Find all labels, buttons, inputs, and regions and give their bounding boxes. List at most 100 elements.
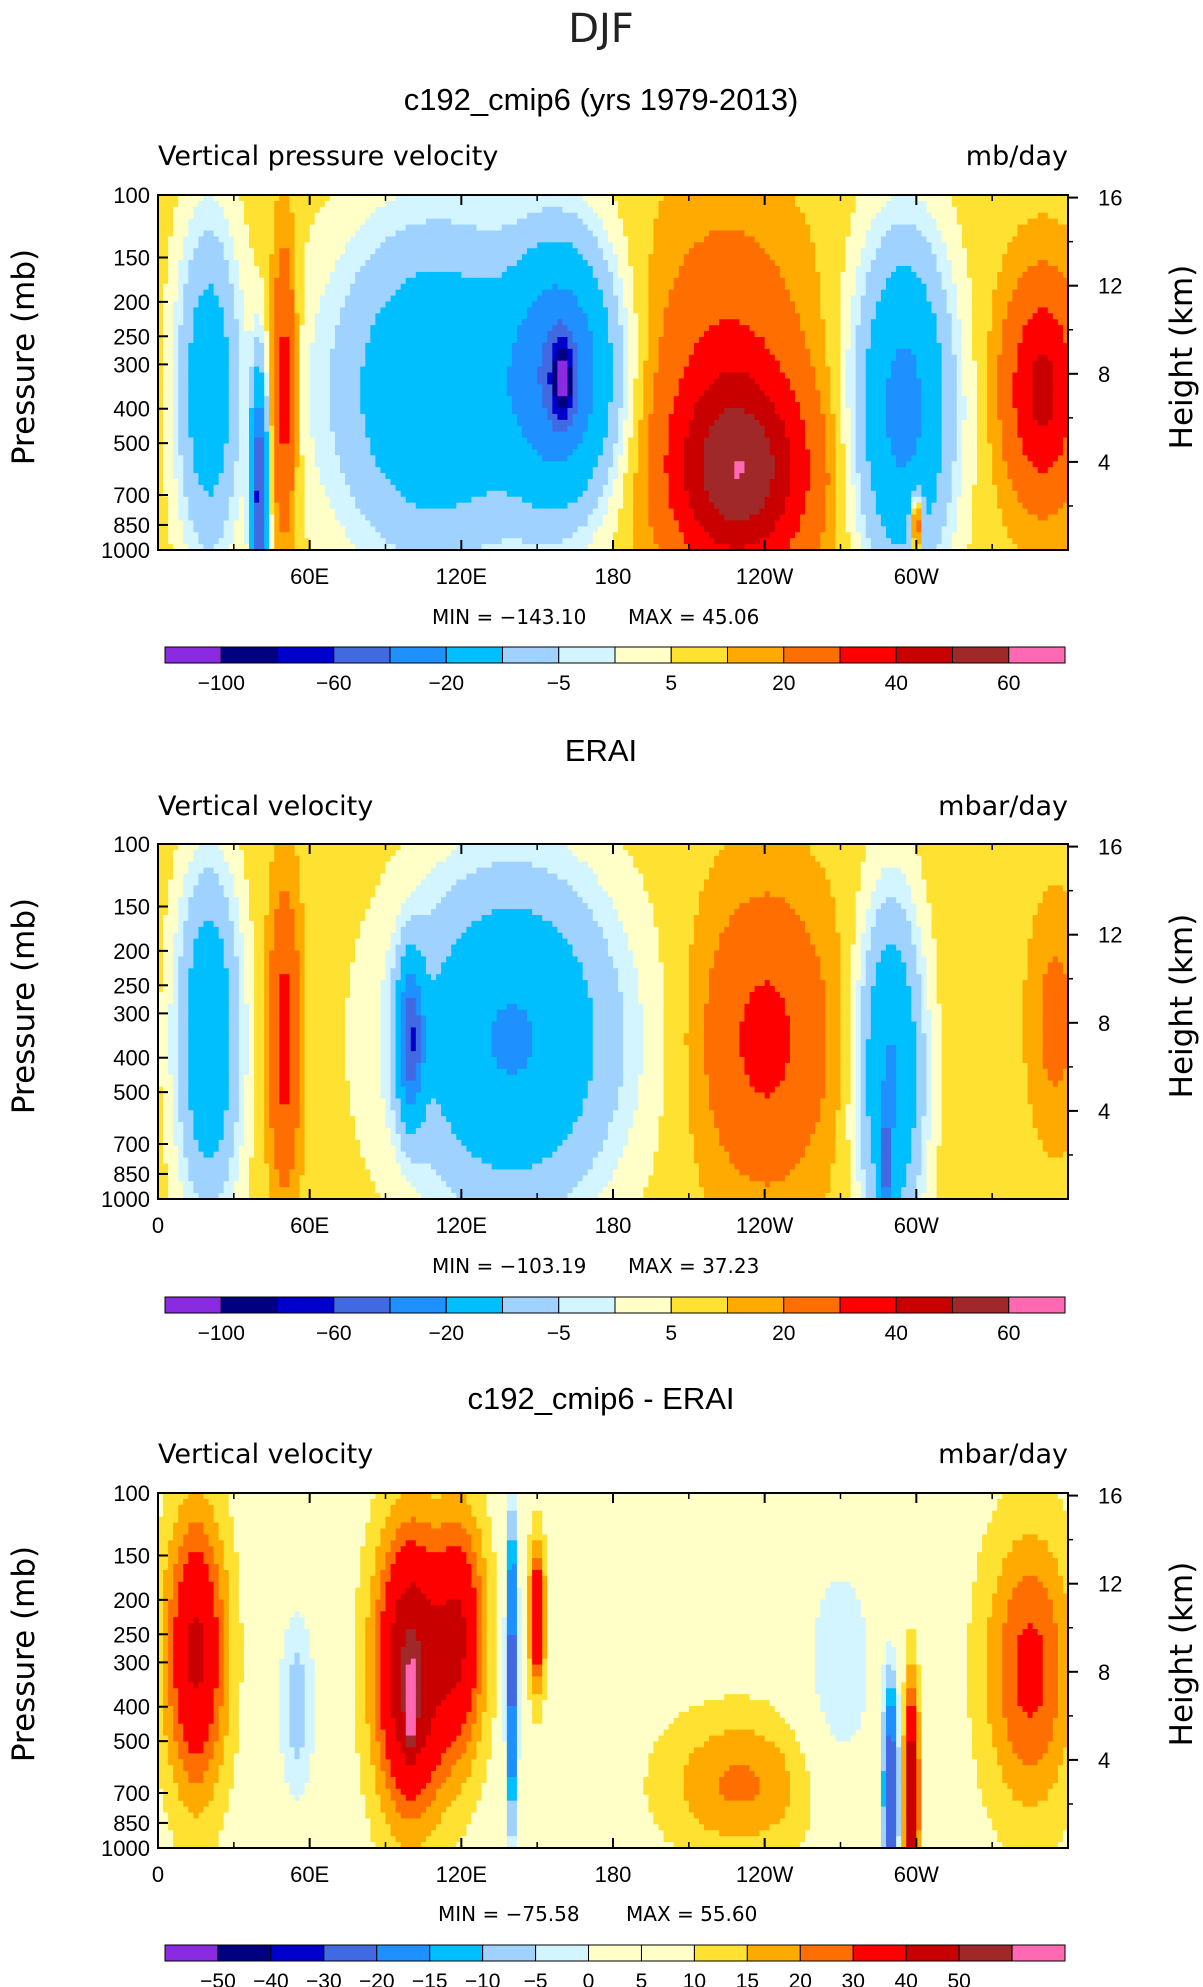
pressure-tick-label: 250	[113, 1622, 150, 1647]
colorbar-swatch	[615, 1297, 671, 1313]
colorbar-swatch	[334, 647, 390, 663]
colorbar-swatch	[747, 1945, 800, 1961]
x-tick-label: 60E	[290, 564, 329, 589]
pressure-tick-label: 150	[113, 246, 150, 271]
pressure-tick-label: 150	[113, 895, 150, 920]
x-tick-label: 180	[595, 564, 632, 589]
panel-model-units: mb/day	[966, 141, 1068, 172]
colorbar-swatch	[953, 647, 1009, 663]
panel-model-title: c192_cmip6 (yrs 1979-2013)	[404, 82, 799, 117]
colorbar-swatch	[483, 1945, 536, 1961]
x-tick-label: 60W	[894, 564, 939, 589]
colorbar-label: 20	[772, 672, 795, 695]
colorbar-label: −5	[547, 1322, 571, 1345]
colorbar-label: −50	[200, 1970, 236, 1987]
x-tick-label: 120E	[436, 1213, 487, 1238]
colorbar-label: −20	[428, 672, 464, 695]
colorbar-label: 5	[665, 672, 677, 695]
colorbar-label: −40	[253, 1970, 289, 1987]
x-tick-label: 180	[595, 1213, 632, 1238]
height-tick-label: 8	[1098, 1011, 1110, 1036]
panel-model-min: MIN = −143.10	[432, 605, 586, 629]
pressure-tick-label: 250	[113, 324, 150, 349]
colorbar-label: −20	[359, 1970, 395, 1987]
pressure-tick-label: 300	[113, 1650, 150, 1675]
colorbar-swatch	[390, 1297, 446, 1313]
height-tick-label: 12	[1098, 923, 1122, 948]
height-tick-label: 4	[1098, 1748, 1110, 1773]
panel-model-plot: 100150200250300400500700850100016128460E…	[101, 183, 1122, 589]
pressure-tick-label: 100	[113, 1481, 150, 1506]
colorbar-label: −30	[306, 1970, 342, 1987]
pressure-tick-label: 1000	[101, 1836, 150, 1861]
height-tick-label: 8	[1098, 1660, 1110, 1685]
colorbar-label: 60	[997, 672, 1020, 695]
x-tick-label: 120W	[736, 1213, 794, 1238]
height-tick-label: 16	[1098, 1484, 1122, 1509]
pressure-tick-label: 400	[113, 1695, 150, 1720]
pressure-tick-label: 500	[113, 431, 150, 456]
colorbar-label: 50	[947, 1970, 970, 1987]
colorbar-label: −5	[524, 1970, 548, 1987]
colorbar-swatch	[390, 647, 446, 663]
colorbar-swatch	[536, 1945, 589, 1961]
height-tick-label: 16	[1098, 186, 1122, 211]
panel-obs-left-label: Vertical velocity	[158, 791, 373, 822]
x-tick-label: 60E	[290, 1213, 329, 1238]
pressure-tick-label: 850	[113, 513, 150, 538]
panel-model: c192_cmip6 (yrs 1979-2013) Vertical pres…	[6, 82, 1200, 695]
x-tick-label: 120W	[736, 1862, 794, 1887]
colorbar-swatch	[840, 647, 896, 663]
x-tick-label: 60W	[894, 1862, 939, 1887]
colorbar-label: −15	[412, 1970, 448, 1987]
pressure-tick-label: 1000	[101, 538, 150, 563]
contour-field	[158, 1493, 1069, 1849]
colorbar-swatch	[446, 1297, 502, 1313]
colorbar-label: 20	[789, 1970, 812, 1987]
pressure-tick-label: 250	[113, 973, 150, 998]
colorbar-swatch	[1009, 647, 1065, 663]
pressure-tick-label: 300	[113, 352, 150, 377]
height-tick-label: 12	[1098, 1572, 1122, 1597]
x-tick-label: 0	[152, 1213, 164, 1238]
colorbar-swatch	[615, 647, 671, 663]
panel-diff-title: c192_cmip6 - ERAI	[467, 1381, 734, 1416]
colorbar-swatch	[953, 1297, 1009, 1313]
colorbar-swatch	[503, 1297, 559, 1313]
panel-obs-ylabel: Pressure (mb)	[6, 898, 42, 1114]
colorbar-swatch	[728, 647, 784, 663]
x-tick-label: 120E	[436, 564, 487, 589]
colorbar-swatch	[959, 1945, 1012, 1961]
colorbar-label: −100	[198, 1322, 245, 1345]
panel-model-left-label: Vertical pressure velocity	[158, 141, 498, 172]
pressure-tick-label: 200	[113, 1588, 150, 1613]
panel-diff-max: MAX = 55.60	[626, 1902, 757, 1926]
panel-diff-y2label: Height (km)	[1164, 1562, 1200, 1747]
colorbar-swatch	[165, 1297, 221, 1313]
panel-diff-left-label: Vertical velocity	[158, 1439, 373, 1470]
colorbar-swatch	[334, 1297, 390, 1313]
figure: DJF c192_cmip6 (yrs 1979-2013) Vertical …	[0, 0, 1203, 1987]
pressure-tick-label: 700	[113, 483, 150, 508]
colorbar-swatch	[840, 1297, 896, 1313]
pressure-tick-label: 700	[113, 1132, 150, 1157]
colorbar-swatch	[896, 647, 952, 663]
colorbar-label: 5	[636, 1970, 648, 1987]
colorbar-label: 20	[772, 1322, 795, 1345]
contour-field	[158, 195, 1069, 551]
colorbar-label: −20	[428, 1322, 464, 1345]
panel-model-y2label: Height (km)	[1164, 265, 1200, 450]
colorbar-label: −60	[316, 1322, 352, 1345]
panel-diff-colorbar: −50 −40 −30 −20 −15 −10 −5 0 5 10 15 20 30 40 50	[165, 1945, 1065, 1987]
colorbar-swatch	[446, 647, 502, 663]
colorbar-swatch	[671, 647, 727, 663]
pressure-tick-label: 850	[113, 1811, 150, 1836]
pressure-tick-label: 400	[113, 397, 150, 422]
colorbar-swatch	[784, 1297, 840, 1313]
x-tick-label: 60W	[894, 1213, 939, 1238]
panel-obs-y2label: Height (km)	[1164, 914, 1200, 1099]
colorbar-swatch	[221, 647, 277, 663]
colorbar-label: 0	[583, 1970, 595, 1987]
